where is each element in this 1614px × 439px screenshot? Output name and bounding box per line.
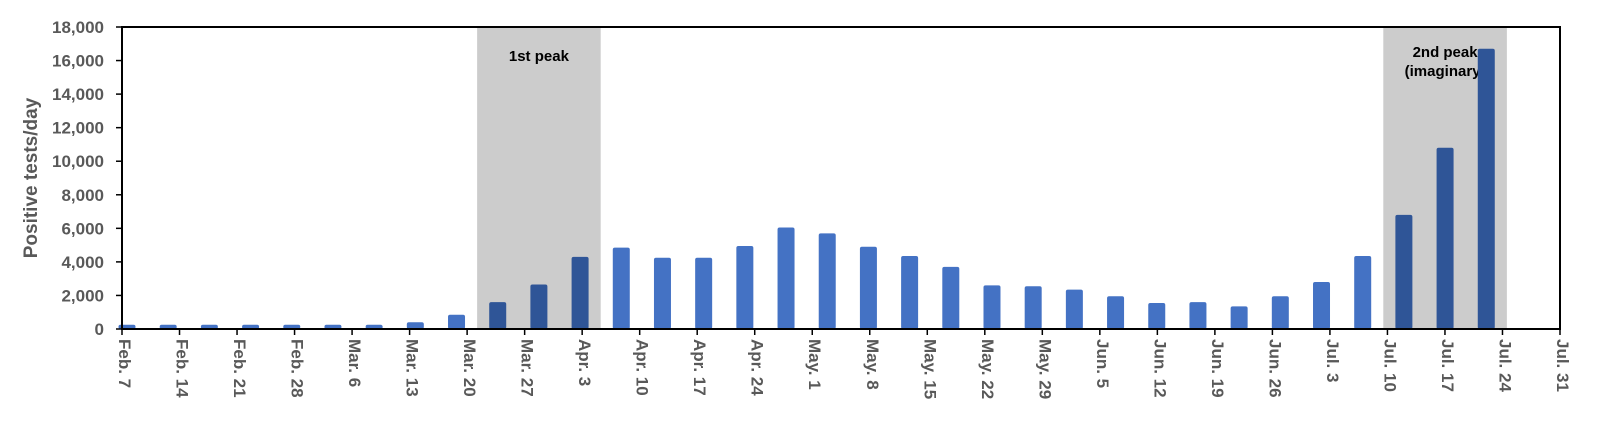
bar [1313,282,1331,329]
y-tick-label: 2,000 [61,286,104,305]
x-tick-label: Mar. 20 [460,339,479,397]
bar [1395,214,1413,329]
x-tick-label: Apr. 24 [748,339,767,396]
x-tick-label: Apr. 17 [690,339,709,396]
x-tick-labels: Feb. 7 Feb. 14 Feb. 21 Feb. 28 Mar. 6 Mar. 13… [115,339,1572,399]
y-tick-label: 10,000 [52,152,104,171]
bar [859,246,877,329]
bar [1271,296,1289,329]
x-tick-label: Jun. 26 [1265,339,1284,398]
x-tick-label: Mar. 6 [345,339,364,387]
x-tick-label: Jul. 17 [1438,339,1457,392]
x-tick-label: Jun. 19 [1208,339,1227,398]
x-tick-label: Apr. 3 [575,339,594,386]
bar [1107,296,1125,329]
y-tick-label: 4,000 [61,253,104,272]
x-tick-label: Jun. 12 [1150,339,1169,398]
bar [942,266,960,329]
band-label: (imaginary) [1405,63,1486,80]
y-tick-label: 16,000 [52,52,104,71]
x-tick-label: Feb. 28 [288,339,307,398]
bar [1024,286,1042,329]
bar [200,324,218,329]
bar [1354,256,1372,329]
bar [818,233,836,329]
bar [612,247,630,329]
y-axis-title: Positive tests/day [21,97,42,258]
x-tick-label: May. 15 [920,339,939,399]
bar [777,227,795,329]
bar [1065,289,1083,329]
bars [118,48,1495,330]
band-label: 1st peak [509,48,570,65]
x-tick-label: Feb. 21 [230,339,249,398]
bar [1230,306,1248,329]
x-tick-label: Jul. 24 [1495,339,1514,392]
bar [1148,302,1166,329]
bar [159,324,177,329]
x-tick-label: Jul. 3 [1323,339,1342,382]
x-tick-label: May. 8 [863,339,882,390]
bar [365,324,383,329]
bar [242,324,260,329]
bar [1189,302,1207,329]
x-tick-label: Feb. 14 [173,339,192,398]
band-label: 2nd peak [1413,44,1479,61]
y-tick-label: 6,000 [61,219,104,238]
y-tick-labels: 0 2,000 4,000 6,000 8,000 10,000 12,000 14,000 1… [52,18,104,339]
y-tick-label: 0 [95,320,104,339]
x-tick-label: Mar. 13 [403,339,422,397]
x-tick-label: May. 22 [978,339,997,399]
bar [1477,48,1495,330]
bar [324,324,342,329]
x-tick-label: Jul. 10 [1380,339,1399,392]
x-tick-label: Apr. 10 [633,339,652,396]
highlight-bands: 1st peak 2nd peak (imaginary) [477,27,1507,329]
bar [695,257,713,329]
bar [736,245,754,329]
bar [901,256,919,329]
bar [448,314,466,329]
x-tick-label: Mar. 27 [518,339,537,397]
x-tick-label: Feb. 7 [115,339,134,388]
bar [530,284,548,329]
x-tick-label: May. 29 [1035,339,1054,399]
x-tick-label: Jul. 31 [1553,339,1572,392]
x-tick-label: Jun. 5 [1093,339,1112,388]
x-tick-label: May. 1 [805,339,824,390]
y-tick-label: 18,000 [52,18,104,37]
bar [571,256,589,329]
bar [983,285,1001,329]
y-tick-label: 8,000 [61,186,104,205]
bar [489,302,507,329]
y-tick-label: 12,000 [52,119,104,138]
y-tick-label: 14,000 [52,85,104,104]
axes [116,26,1561,335]
bar [1436,147,1454,329]
bar [406,322,424,329]
bar [283,324,301,329]
bar [653,257,671,329]
plot-frame [121,26,1561,330]
